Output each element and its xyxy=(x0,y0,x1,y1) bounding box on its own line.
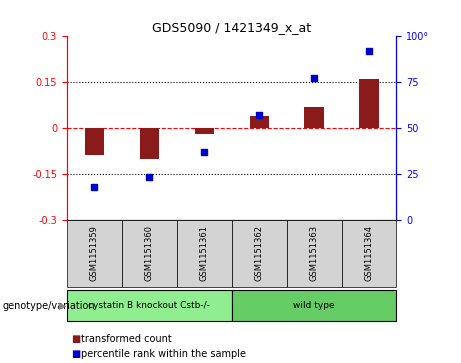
Text: GSM1151361: GSM1151361 xyxy=(200,225,209,281)
Bar xyxy=(195,128,214,134)
Point xyxy=(91,184,98,189)
Point xyxy=(255,112,263,118)
Title: GDS5090 / 1421349_x_at: GDS5090 / 1421349_x_at xyxy=(152,21,311,34)
Text: ■: ■ xyxy=(71,349,81,359)
Text: GSM1151360: GSM1151360 xyxy=(145,225,154,281)
Text: genotype/variation: genotype/variation xyxy=(2,301,95,311)
Text: GSM1151362: GSM1151362 xyxy=(254,225,264,281)
Point xyxy=(310,76,318,81)
Text: ▶: ▶ xyxy=(59,301,66,311)
Bar xyxy=(140,128,159,159)
Bar xyxy=(249,116,269,128)
Text: transformed count: transformed count xyxy=(81,334,171,344)
Point xyxy=(146,175,153,180)
Point xyxy=(365,48,372,54)
Text: GSM1151359: GSM1151359 xyxy=(90,225,99,281)
Text: GSM1151364: GSM1151364 xyxy=(365,225,373,281)
Bar xyxy=(304,107,324,128)
Point xyxy=(201,149,208,155)
Bar xyxy=(85,128,104,155)
Text: wild type: wild type xyxy=(293,301,335,310)
Text: GSM1151363: GSM1151363 xyxy=(309,225,319,281)
Text: percentile rank within the sample: percentile rank within the sample xyxy=(81,349,246,359)
Text: ■: ■ xyxy=(71,334,81,344)
Bar xyxy=(360,79,378,128)
Text: cystatin B knockout Cstb-/-: cystatin B knockout Cstb-/- xyxy=(89,301,210,310)
